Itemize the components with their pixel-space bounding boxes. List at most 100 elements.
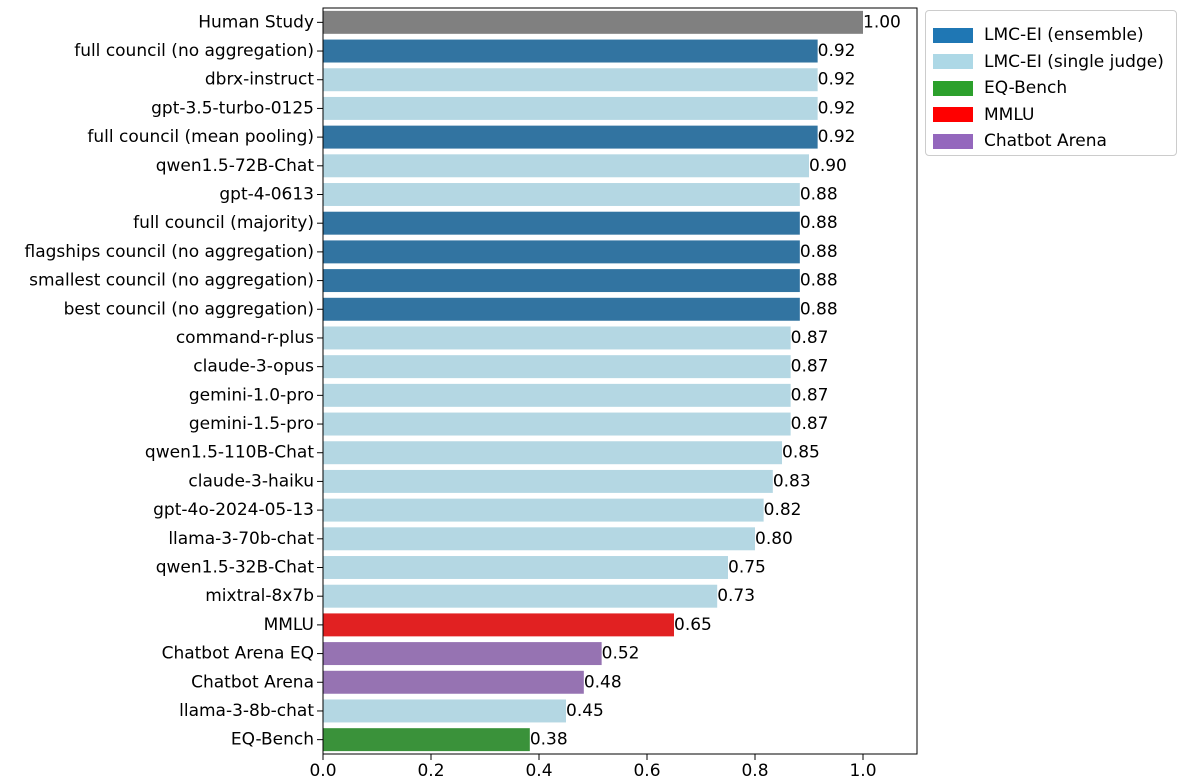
y-tick-label-full-council-mean-pooling: full council (mean pooling) [87, 127, 314, 147]
y-tick-label-full-council-no-aggregation: full council (no aggregation) [74, 41, 314, 61]
bar-llama-3-8b-chat [323, 699, 566, 723]
value-label-human-study: 1.00 [863, 12, 901, 32]
bar-gpt-3-5-turbo-0125 [323, 96, 818, 120]
value-label-mixtral-8x7b: 0.73 [717, 586, 755, 606]
value-label-smallest-council-no-aggregation: 0.88 [800, 271, 838, 291]
value-label-llama-3-70b-chat: 0.80 [755, 529, 793, 549]
value-label-command-r-plus: 0.87 [791, 328, 829, 348]
y-tick-label-gemini-1-5-pro: gemini-1.5-pro [189, 414, 314, 434]
value-label-flagships-council-no-aggregation: 0.88 [800, 242, 838, 262]
y-tick-label-claude-3-opus: claude-3-opus [193, 357, 314, 377]
value-label-full-council-majority: 0.88 [800, 213, 838, 233]
legend-item-chatbot-arena: Chatbot Arena [933, 128, 1176, 155]
y-tick-label-gpt-4-0613: gpt-4-0613 [219, 185, 314, 205]
legend-swatch-ensemble [933, 27, 973, 43]
value-label-qwen1-5-72b-chat: 0.90 [809, 156, 847, 176]
x-tick-label-0-4: 0.4 [525, 761, 552, 780]
y-tick-label-dbrx-instruct: dbrx-instruct [205, 70, 314, 90]
x-tick-label-0-2: 0.2 [417, 761, 444, 780]
bar-qwen1-5-72b-chat [323, 154, 809, 178]
y-tick-label-command-r-plus: command-r-plus [176, 328, 314, 348]
value-label-gemini-1-5-pro: 0.87 [791, 414, 829, 434]
y-tick-label-best-council-no-aggregation: best council (no aggregation) [64, 299, 314, 319]
value-label-full-council-no-aggregation: 0.92 [818, 41, 856, 61]
y-tick-label-gpt-4o-2024-05-13: gpt-4o-2024-05-13 [153, 500, 314, 520]
x-tick-label-1-0: 1.0 [849, 761, 876, 780]
bar-chatbot-arena [323, 670, 584, 694]
bar-full-council-majority [323, 211, 800, 235]
value-label-qwen1-5-110b-chat: 0.85 [782, 443, 820, 463]
value-label-qwen1-5-32b-chat: 0.75 [728, 558, 766, 578]
legend-label-mmlu: MMLU [984, 104, 1035, 125]
bar-gemini-1-5-pro [323, 412, 791, 436]
value-label-full-council-mean-pooling: 0.92 [818, 127, 856, 147]
y-tick-label-human-study: Human Study [198, 12, 314, 32]
bar-human-study [323, 10, 863, 34]
y-tick-label-qwen1-5-72b-chat: qwen1.5-72B-Chat [156, 156, 315, 176]
bar-claude-3-haiku [323, 469, 773, 493]
bar-best-council-no-aggregation [323, 297, 800, 321]
y-tick-label-chatbot-arena: Chatbot Arena [191, 672, 314, 692]
legend-swatch-eq-bench [933, 80, 973, 96]
value-label-llama-3-8b-chat: 0.45 [566, 701, 604, 721]
value-label-eq-bench: 0.38 [530, 730, 568, 750]
y-tick-label-llama-3-8b-chat: llama-3-8b-chat [179, 701, 314, 721]
bar-full-council-no-aggregation [323, 39, 818, 63]
value-label-best-council-no-aggregation: 0.88 [800, 299, 838, 319]
y-tick-label-qwen1-5-32b-chat: qwen1.5-32B-Chat [156, 558, 315, 578]
value-label-gpt-3-5-turbo-0125: 0.92 [818, 98, 856, 118]
bar-mixtral-8x7b [323, 584, 718, 608]
bar-claude-3-opus [323, 355, 791, 379]
legend-label-chatbot-arena: Chatbot Arena [984, 131, 1107, 152]
bar-gemini-1-0-pro [323, 383, 791, 407]
value-label-chatbot-arena-eq: 0.52 [602, 644, 640, 664]
x-tick-label-0-6: 0.6 [633, 761, 660, 780]
y-tick-label-gpt-3-5-turbo-0125: gpt-3.5-turbo-0125 [151, 98, 314, 118]
bar-llama-3-70b-chat [323, 527, 755, 551]
x-tick-label-0-0: 0.0 [309, 761, 336, 780]
value-label-chatbot-arena: 0.48 [584, 672, 622, 692]
y-tick-label-chatbot-arena-eq: Chatbot Arena EQ [162, 644, 314, 664]
legend-item-ensemble: LMC-EI (ensemble) [933, 22, 1176, 49]
legend-item-eq-bench: EQ-Bench [933, 75, 1176, 102]
y-tick-label-llama-3-70b-chat: llama-3-70b-chat [168, 529, 314, 549]
y-tick-label-gemini-1-0-pro: gemini-1.0-pro [189, 385, 314, 405]
legend-label-eq-bench: EQ-Bench [984, 78, 1068, 99]
bar-command-r-plus [323, 326, 791, 350]
legend-swatch-mmlu [933, 107, 973, 123]
bar-smallest-council-no-aggregation [323, 269, 800, 293]
x-tick-label-0-8: 0.8 [741, 761, 768, 780]
value-label-claude-3-opus: 0.87 [791, 357, 829, 377]
value-label-mmlu: 0.65 [674, 615, 712, 635]
legend-label-single-judge: LMC-EI (single judge) [984, 51, 1164, 72]
legend-item-single-judge: LMC-EI (single judge) [933, 49, 1176, 76]
y-tick-label-mmlu: MMLU [264, 615, 314, 635]
bar-full-council-mean-pooling [323, 125, 818, 149]
bar-flagships-council-no-aggregation [323, 240, 800, 264]
legend-swatch-single-judge [933, 54, 973, 70]
legend-item-mmlu: MMLU [933, 102, 1176, 129]
bar-qwen1-5-32b-chat [323, 556, 728, 579]
bar-mmlu [323, 613, 674, 637]
value-label-gemini-1-0-pro: 0.87 [791, 385, 829, 405]
value-label-gpt-4o-2024-05-13: 0.82 [764, 500, 802, 520]
bar-gpt-4o-2024-05-13 [323, 498, 764, 522]
value-label-gpt-4-0613: 0.88 [800, 185, 838, 205]
y-tick-label-full-council-majority: full council (majority) [133, 213, 314, 233]
legend: LMC-EI (ensemble) LMC-EI (single judge) … [925, 10, 1177, 156]
bar-qwen1-5-110b-chat [323, 441, 782, 465]
bar-eq-bench [323, 728, 530, 752]
value-label-claude-3-haiku: 0.83 [773, 471, 811, 491]
bar-gpt-4-0613 [323, 183, 800, 206]
y-tick-label-eq-bench: EQ-Bench [231, 730, 314, 750]
bar-chatbot-arena-eq [323, 642, 602, 666]
value-label-dbrx-instruct: 0.92 [818, 70, 856, 90]
y-tick-label-mixtral-8x7b: mixtral-8x7b [205, 586, 314, 606]
y-tick-label-claude-3-haiku: claude-3-haiku [188, 471, 314, 491]
y-tick-label-flagships-council-no-aggregation: flagships council (no aggregation) [24, 242, 314, 262]
plot-frame [322, 7, 918, 755]
legend-swatch-chatbot-arena [933, 133, 973, 149]
y-tick-label-qwen1-5-110b-chat: qwen1.5-110B-Chat [145, 443, 314, 463]
